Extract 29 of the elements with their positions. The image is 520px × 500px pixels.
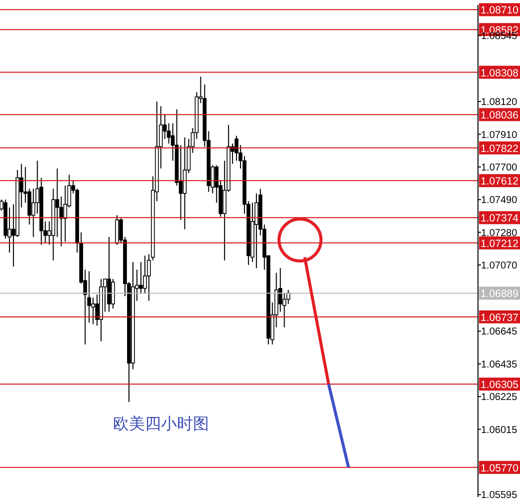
ref-line-label: 1.07612 [480,176,519,188]
ref-line-label: 1.06737 [480,312,519,324]
y-tick-label: 1.07910 [481,130,518,141]
y-tick-label: 1.07280 [481,228,518,239]
y-tick-label: 1.06435 [481,359,518,370]
ref-line-label: 1.07374 [480,212,519,225]
ref-line-label: 1.08308 [480,67,519,80]
ref-line-label: 1.06305 [480,379,519,392]
candlestick [115,214,119,246]
y-tick-label: 1.05595 [481,490,518,500]
candlestick [55,168,60,238]
annotation: 欧美四小时图 [113,414,209,435]
y-tick-label: 1.07070 [481,260,518,272]
ref-line-label: 1.08710 [480,4,519,17]
y-tick-label: 1.06225 [481,392,518,404]
y-tick-label: 1.08120 [481,97,518,108]
candlestick [139,261,143,294]
ref-line-label: 1.08036 [480,110,519,122]
y-tick-label: 1.06015 [481,424,518,436]
candlestick [254,192,258,269]
y-tick-label: 1.07490 [481,195,518,206]
y-tick-label: 1.07700 [481,162,518,174]
candlestick [111,278,115,310]
ref-line-label: 1.06889 [480,288,519,300]
candlestick [182,136,187,230]
ref-line-label: 1.07212 [480,238,519,250]
ref-line-label: 1.07822 [480,142,519,155]
ref-line-label: 1.05770 [480,462,519,474]
y-tick-label: 1.06645 [481,326,518,338]
